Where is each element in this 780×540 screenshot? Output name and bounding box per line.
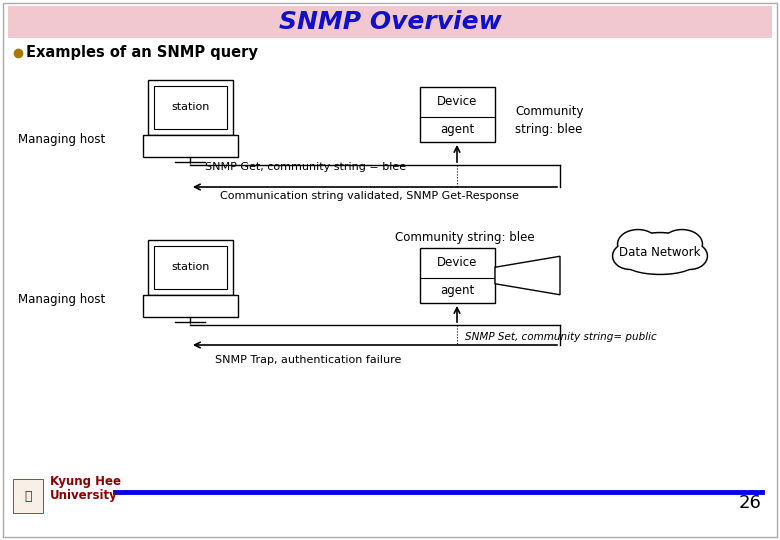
- Bar: [154, 86, 227, 129]
- Bar: [148, 240, 233, 295]
- Text: Community string: blee: Community string: blee: [395, 232, 534, 245]
- Ellipse shape: [618, 230, 658, 259]
- Bar: [420, 87, 495, 142]
- Ellipse shape: [614, 244, 646, 268]
- Text: Managing host: Managing host: [18, 294, 105, 307]
- Ellipse shape: [612, 242, 647, 269]
- Bar: [148, 80, 233, 135]
- Text: agent: agent: [441, 285, 474, 298]
- Text: Communication string validated, SNMP Get-Response: Communication string validated, SNMP Get…: [220, 191, 519, 201]
- Polygon shape: [495, 256, 560, 295]
- Text: SNMP Overview: SNMP Overview: [278, 10, 502, 34]
- Text: SNMP Set, community string= public: SNMP Set, community string= public: [465, 332, 657, 342]
- Text: Community
string: blee: Community string: blee: [515, 105, 583, 136]
- Text: station: station: [172, 262, 210, 273]
- Ellipse shape: [625, 251, 695, 273]
- Text: University: University: [50, 489, 118, 502]
- Bar: [143, 295, 238, 317]
- Text: Data Network: Data Network: [619, 246, 700, 259]
- Text: SNMP Get, community string = blee: SNMP Get, community string = blee: [205, 162, 406, 172]
- Text: SNMP Trap, authentication failure: SNMP Trap, authentication failure: [215, 355, 402, 365]
- Bar: [143, 135, 238, 157]
- Ellipse shape: [674, 244, 706, 268]
- Ellipse shape: [672, 242, 707, 269]
- Text: Kyung Hee: Kyung Hee: [50, 475, 121, 488]
- Ellipse shape: [661, 230, 703, 259]
- Text: Device: Device: [438, 96, 477, 109]
- Ellipse shape: [629, 234, 691, 262]
- Text: 26: 26: [739, 494, 762, 512]
- FancyBboxPatch shape: [13, 479, 43, 513]
- FancyBboxPatch shape: [3, 3, 777, 537]
- Text: Device: Device: [438, 256, 477, 269]
- Bar: [420, 248, 495, 303]
- Bar: [154, 246, 227, 289]
- Ellipse shape: [619, 231, 657, 257]
- Ellipse shape: [627, 233, 693, 264]
- Text: Managing host: Managing host: [18, 133, 105, 146]
- Text: station: station: [172, 103, 210, 112]
- FancyBboxPatch shape: [8, 6, 772, 38]
- Ellipse shape: [663, 231, 701, 257]
- Text: ⛪: ⛪: [24, 489, 32, 503]
- Text: agent: agent: [441, 124, 474, 137]
- Text: Examples of an SNMP query: Examples of an SNMP query: [26, 45, 258, 60]
- Ellipse shape: [623, 249, 697, 274]
